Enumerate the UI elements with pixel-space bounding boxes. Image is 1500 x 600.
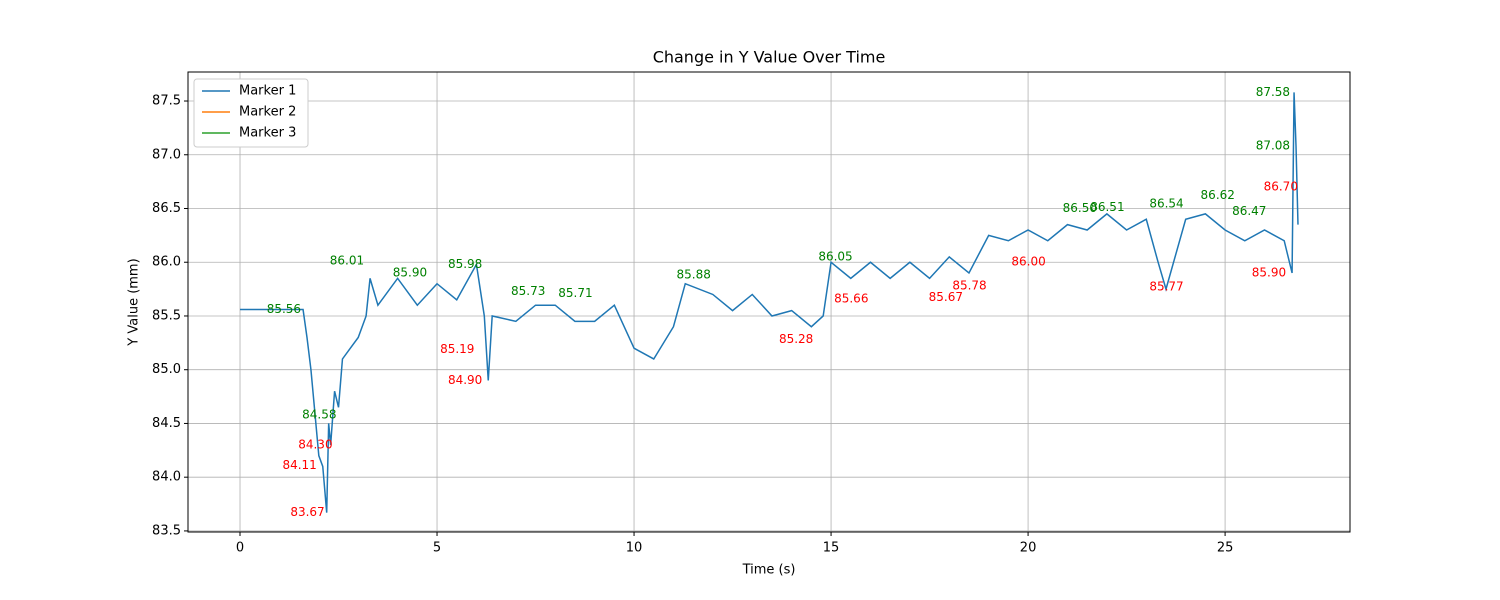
y-tick-label: 86.5 — [152, 201, 181, 216]
point-annotation: 85.66 — [834, 291, 868, 305]
point-annotation: 86.05 — [818, 249, 852, 263]
point-annotation: 86.50 — [1063, 201, 1097, 215]
point-annotation: 87.58 — [1256, 85, 1290, 99]
point-annotation: 84.90 — [448, 373, 482, 387]
point-annotation: 84.58 — [302, 407, 336, 421]
y-tick-label: 85.0 — [152, 362, 181, 377]
y-tick-label: 85.5 — [152, 308, 181, 323]
point-annotation: 85.98 — [448, 257, 482, 271]
x-tick-label: 20 — [1020, 541, 1037, 556]
plot-frame — [187, 71, 1351, 533]
point-annotation: 85.19 — [440, 342, 474, 356]
y-tick-label: 84.5 — [152, 416, 181, 431]
point-annotation: 85.88 — [676, 268, 710, 282]
y-tick-label: 84.0 — [152, 470, 181, 485]
x-tick-label: 0 — [236, 541, 244, 556]
x-tick-label: 25 — [1217, 541, 1234, 556]
x-tick-label: 15 — [823, 541, 840, 556]
x-tick-label: 5 — [433, 541, 441, 556]
point-annotation: 87.08 — [1256, 139, 1290, 153]
chart-title: Change in Y Value Over Time — [653, 48, 886, 67]
y-tick-label: 87.5 — [152, 94, 181, 109]
point-annotation: 85.90 — [393, 265, 427, 279]
point-annotation: 85.71 — [558, 286, 592, 300]
point-annotation: 86.54 — [1149, 197, 1183, 211]
legend-label: Marker 1 — [239, 84, 296, 99]
point-annotation: 85.56 — [267, 302, 301, 316]
point-annotation: 85.78 — [952, 278, 986, 292]
point-annotation: 86.70 — [1264, 180, 1298, 194]
point-annotation: 86.62 — [1201, 188, 1235, 202]
point-annotation: 85.67 — [929, 290, 963, 304]
y-tick-label: 87.0 — [152, 147, 181, 162]
x-axis-label: Time (s) — [742, 563, 796, 578]
legend-label: Marker 3 — [239, 126, 296, 141]
y-tick-label: 83.5 — [152, 523, 181, 538]
point-annotation: 85.90 — [1252, 265, 1286, 279]
point-annotation: 86.00 — [1011, 255, 1045, 269]
point-annotation: 85.28 — [779, 332, 813, 346]
legend-box — [193, 78, 309, 148]
data-line — [240, 92, 1299, 513]
point-annotation: 85.73 — [511, 284, 545, 298]
point-annotation: 86.51 — [1090, 200, 1124, 214]
point-annotation: 86.01 — [330, 254, 364, 268]
point-annotation: 84.11 — [282, 458, 316, 472]
point-annotation: 83.67 — [290, 505, 324, 519]
y-tick-label: 86.0 — [152, 255, 181, 270]
point-annotation: 86.47 — [1232, 204, 1266, 218]
x-tick-label: 10 — [626, 541, 643, 556]
legend-label: Marker 2 — [239, 105, 296, 120]
y-axis-label: Y Value (mm) — [127, 258, 142, 346]
point-annotation: 84.30 — [298, 437, 332, 451]
point-annotation: 85.77 — [1149, 279, 1183, 293]
